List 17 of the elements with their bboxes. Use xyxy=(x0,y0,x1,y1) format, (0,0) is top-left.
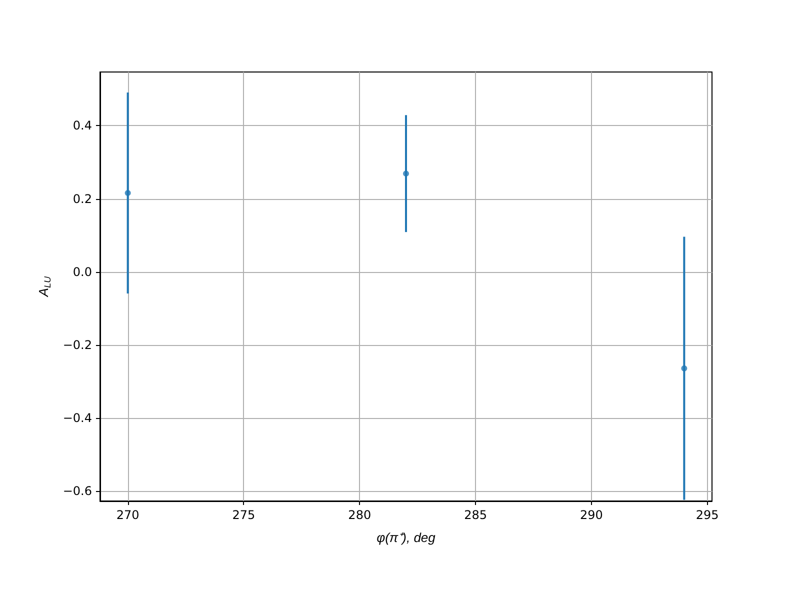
y-tick-label: 0.2 xyxy=(72,192,92,206)
point xyxy=(124,190,131,196)
x-tick-label: 275 xyxy=(232,508,256,522)
y-tick-label: −0.2 xyxy=(62,338,92,352)
x-tick-label: 290 xyxy=(580,508,603,522)
y-axis-title: ALU xyxy=(36,276,52,298)
x-tick-label: 280 xyxy=(348,508,372,522)
y-tick-label: 0.4 xyxy=(72,118,92,133)
x-tick-label: 270 xyxy=(116,508,140,522)
y-tick-label: −0.6 xyxy=(62,484,92,498)
point xyxy=(681,365,688,372)
x-tick-label: 285 xyxy=(464,508,487,522)
point xyxy=(403,170,409,177)
y-tick-label: −0.4 xyxy=(62,411,92,426)
x-axis-title: φ(π⁺), deg xyxy=(376,530,436,545)
x-tick-label: 295 xyxy=(696,508,719,522)
y-tick-label: 0.0 xyxy=(72,264,92,279)
